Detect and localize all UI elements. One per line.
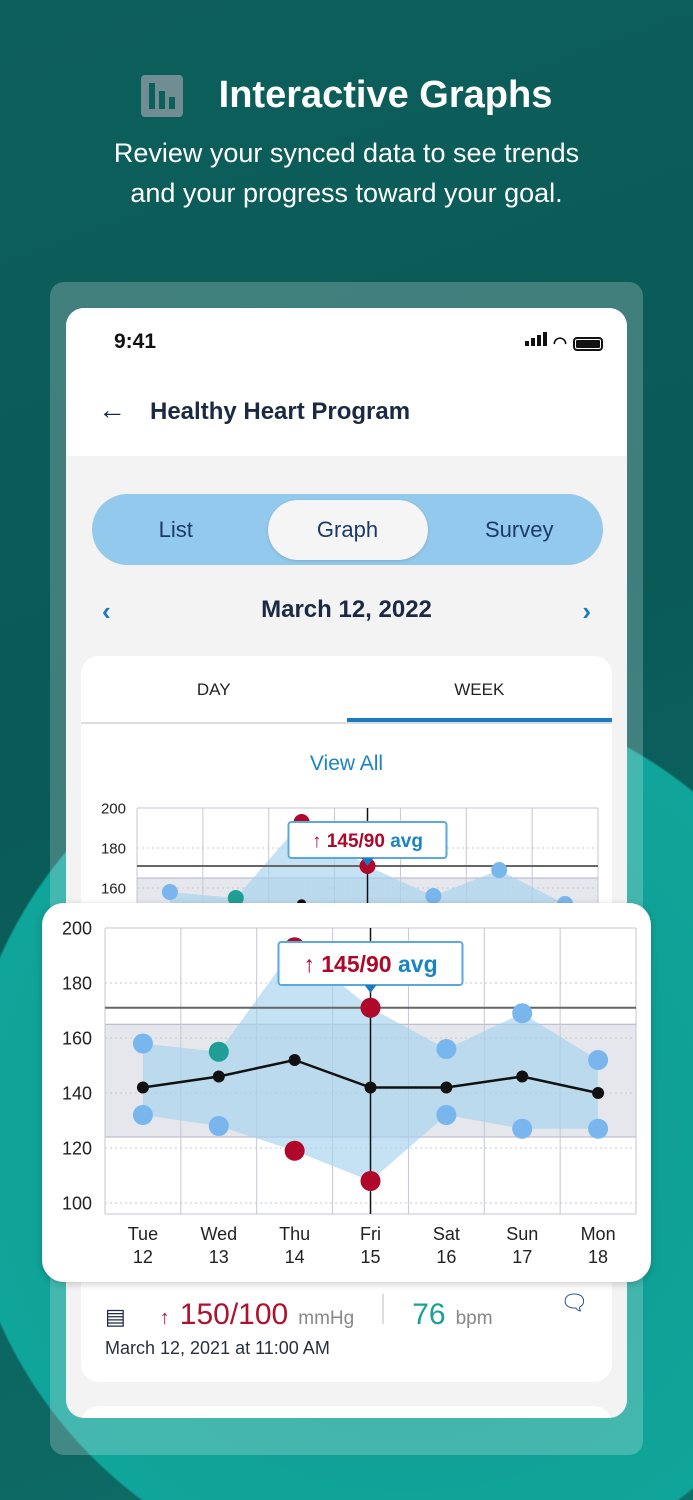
hr-unit: bpm	[455, 1308, 493, 1329]
y-tick-label: 200	[101, 800, 126, 817]
comment-icon[interactable]: 🗨	[560, 1290, 588, 1315]
chevron-left-icon[interactable]: ‹	[102, 596, 111, 626]
wifi-icon: ◠	[553, 335, 567, 352]
reading-timestamp: March 12, 2021 at 11:00 AM	[105, 1338, 330, 1358]
date-navigator: ‹ March 12, 2022 ›	[66, 596, 627, 632]
segment-survey[interactable]: Survey	[485, 516, 554, 542]
reading-card[interactable]: ▤ ↑ 150/100 mmHg 76 bpm 🗨 March 12, 2021…	[81, 1276, 612, 1382]
arrow-left-icon[interactable]: ←	[98, 394, 126, 425]
reading-point	[436, 1039, 457, 1059]
app-header: 9:41 ◠ ← Healthy Heart Program	[66, 308, 627, 456]
reading-point	[425, 888, 442, 904]
view-all-link[interactable]: View All	[309, 752, 384, 775]
segment-graph[interactable]: Graph	[267, 499, 428, 560]
promo-subtitle-2: and your progress toward your goal.	[130, 178, 563, 208]
y-tick-label: 200	[62, 918, 92, 938]
average-point	[592, 1087, 605, 1099]
reading-point	[227, 890, 244, 906]
tooltip-text: ↑ 145/90 avg	[303, 951, 437, 977]
reading-point	[132, 1105, 153, 1125]
signal-icon	[523, 332, 548, 351]
average-point	[364, 1081, 377, 1094]
blood-pressure-value: 150/100	[179, 1298, 289, 1331]
monitor-icon: ▤	[105, 1304, 126, 1329]
reading-point	[512, 1118, 533, 1139]
bp-unit: mmHg	[298, 1308, 355, 1329]
status-time: 9:41	[114, 330, 157, 353]
reading-point	[208, 1041, 229, 1062]
promo-subtitle: Review your synced data to see trends	[113, 138, 580, 168]
heart-rate-value: 76	[412, 1298, 446, 1331]
reading-point	[588, 1118, 609, 1139]
tooltip-pointer	[361, 858, 374, 866]
x-tick-date: 15	[360, 1247, 380, 1267]
y-tick-label: 160	[62, 1028, 92, 1048]
page-title: Healthy Heart Program	[150, 398, 411, 425]
x-tick-day: Thu	[279, 1224, 310, 1244]
reading-point	[360, 1171, 381, 1191]
bp-week-chart[interactable]: 100 120 140 160 180 200 Tue 12 Wed 13 Thu 14 Fri 15 Sa…	[42, 903, 651, 1282]
x-tick-day: Fri	[360, 1224, 381, 1244]
y-tick-label: 180	[101, 840, 126, 857]
status-icons: ◠	[523, 332, 603, 352]
chevron-right-icon[interactable]: ›	[582, 596, 591, 626]
x-tick-date: 12	[133, 1247, 153, 1267]
tooltip-pointer	[364, 985, 377, 993]
x-tick-day: Tue	[128, 1224, 158, 1244]
reading-point	[360, 997, 381, 1018]
tab-week[interactable]: WEEK	[346, 656, 612, 722]
promo-header: Interactive Graphs Review your synced da…	[0, 74, 693, 213]
x-tick-day: Sat	[433, 1224, 460, 1244]
promo-title: Interactive Graphs	[218, 74, 553, 116]
tooltip-text: ↑ 145/90 avg	[312, 831, 423, 852]
x-tick-day: Mon	[581, 1224, 616, 1244]
segment-list[interactable]: List	[158, 516, 193, 542]
y-tick-label: 180	[62, 973, 92, 993]
average-point	[212, 1070, 225, 1083]
reading-point	[208, 1116, 229, 1136]
bar-chart-icon	[140, 74, 183, 117]
divider	[382, 1294, 385, 1324]
average-point	[288, 1054, 301, 1066]
x-tick-date: 13	[209, 1247, 229, 1267]
next-reading-card[interactable]	[81, 1406, 612, 1418]
reading-point	[161, 884, 178, 900]
current-date: March 12, 2022	[261, 596, 432, 623]
up-arrow-icon: ↑	[159, 1307, 170, 1329]
average-point	[440, 1081, 453, 1094]
x-tick-date: 18	[588, 1247, 608, 1267]
reading-point	[491, 862, 508, 878]
reading-point	[132, 1033, 153, 1054]
battery-icon	[573, 337, 603, 351]
x-tick-date: 14	[285, 1247, 305, 1267]
segmented-control: List Graph Survey	[92, 494, 603, 565]
x-tick-day: Wed	[200, 1224, 237, 1244]
y-tick-label: 140	[62, 1083, 92, 1103]
x-tick-date: 16	[436, 1247, 456, 1267]
reading-point	[436, 1105, 457, 1125]
x-tick-date: 17	[512, 1247, 532, 1267]
average-point	[516, 1070, 529, 1083]
average-point	[136, 1081, 149, 1094]
reading-point	[512, 1003, 533, 1024]
reading-point	[588, 1050, 609, 1070]
reading-point	[284, 1140, 305, 1161]
y-tick-label: 160	[101, 880, 126, 897]
zoomed-chart-card: 100 120 140 160 180 200 Tue 12 Wed 13 Thu 14 Fri 15 Sa…	[42, 903, 651, 1282]
y-tick-label: 100	[62, 1193, 92, 1213]
y-tick-label: 120	[62, 1138, 92, 1158]
x-tick-day: Sun	[506, 1224, 538, 1244]
tab-day[interactable]: DAY	[196, 680, 231, 699]
